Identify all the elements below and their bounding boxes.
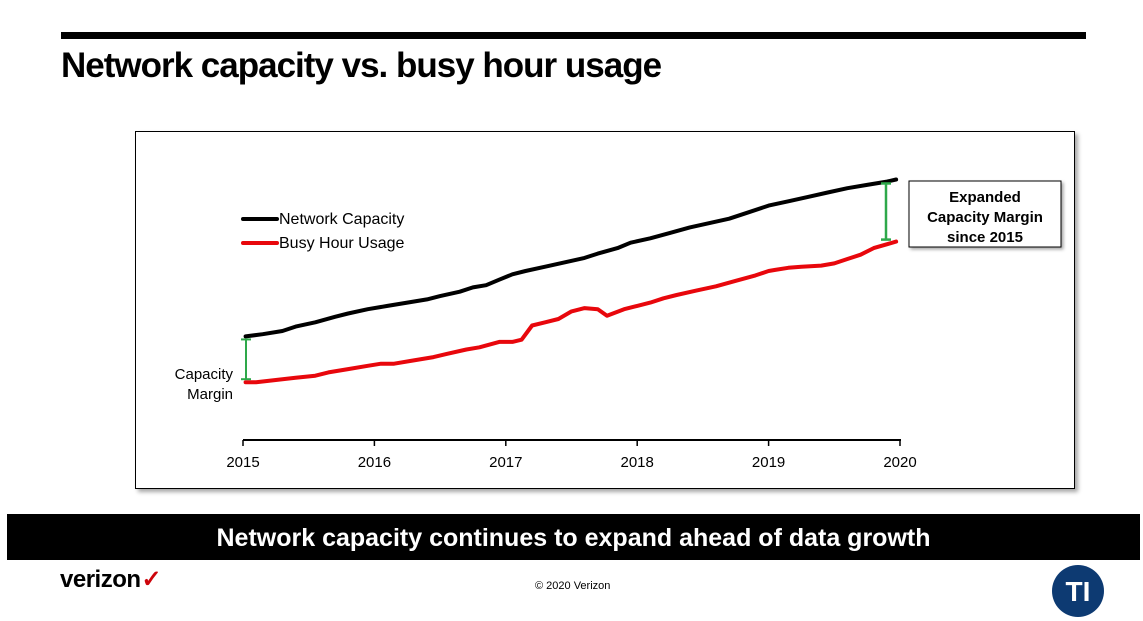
expanded-margin-label: Capacity Margin [927, 209, 1043, 226]
chart-frame: 2015 2016 2017 2018 2019 2020 Network Capacity… [135, 131, 1075, 489]
x-tick-label: 2020 [883, 454, 916, 471]
expanded-margin-label: since 2015 [947, 229, 1023, 246]
logo-text: TI [1066, 576, 1091, 607]
legend-label: Busy Hour Usage [279, 235, 404, 252]
copyright-text: © 2020 Verizon [535, 580, 611, 592]
x-tick-label: 2019 [752, 454, 785, 471]
series-line-network-capacity [243, 177, 899, 339]
top-rule [61, 32, 1086, 39]
ti-logo: TI [1052, 565, 1104, 617]
legend-label: Network Capacity [279, 211, 404, 228]
checkmark-icon: ✓ [141, 566, 162, 593]
series-line-busy-hour-usage [243, 239, 899, 385]
brand-name: verizon [60, 566, 141, 593]
capacity-margin-label: Capacity [175, 366, 234, 383]
expanded-margin-label: Expanded [949, 189, 1021, 206]
x-tick-label: 2016 [358, 454, 391, 471]
page-title: Network capacity vs. busy hour usage [61, 46, 662, 85]
verizon-logo: verizon✓ [60, 565, 162, 594]
capacity-margin-label: Margin [187, 386, 233, 403]
expanded-margin-callout-box [908, 180, 1062, 248]
x-tick-label: 2017 [489, 454, 522, 471]
x-tick-label: 2018 [621, 454, 654, 471]
line-chart: 2015 2016 2017 2018 2019 2020 Network Capacity… [175, 177, 1062, 471]
logo-circle [1052, 565, 1104, 617]
x-tick-label: 2015 [226, 454, 259, 471]
banner-message: Network capacity continues to expand ahe… [7, 514, 1140, 560]
